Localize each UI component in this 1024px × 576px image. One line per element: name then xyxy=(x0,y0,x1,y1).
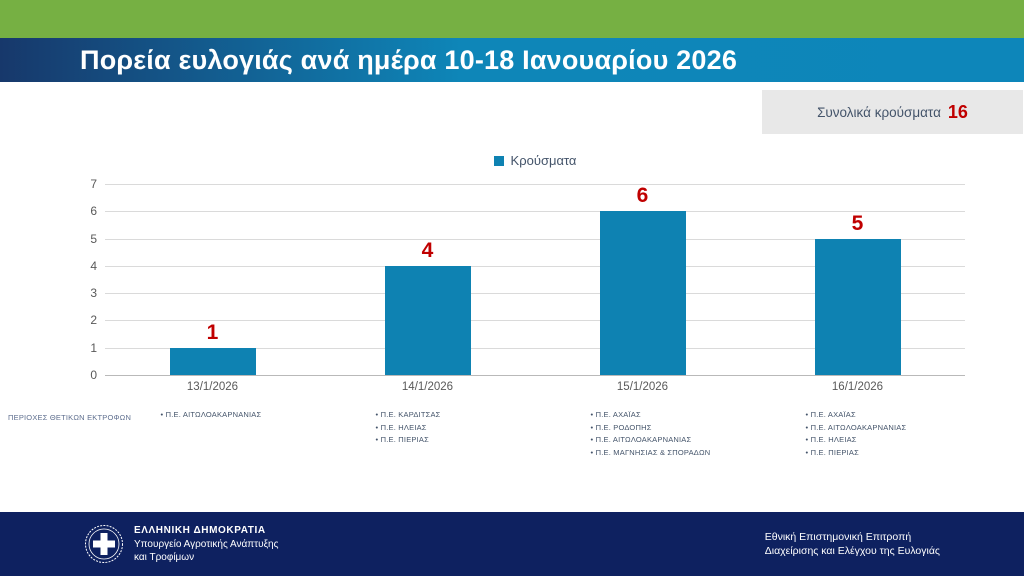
region-list-item: Π.Ε. ΑΙΤΩΛΟΑΚΑΡΝΑΝΙΑΣ xyxy=(806,422,1016,435)
footer-org-line: και Τροφίμων xyxy=(134,552,195,563)
regions-row-label: ΠΕΡΙΟΧΕΣ ΘΕΤΙΚΩΝ ΕΚΤΡΟΦΩΝ xyxy=(8,413,132,422)
header-band: Πορεία ευλογιάς ανά ημέρα 10-18 Ιανουαρί… xyxy=(0,38,1024,82)
region-list-item: Π.Ε. ΠΙΕΡΙΑΣ xyxy=(806,447,1016,460)
gridline xyxy=(105,184,965,185)
bar-value-label: 1 xyxy=(206,320,219,344)
legend-label: Κρούσματα xyxy=(510,153,577,168)
x-axis-line xyxy=(105,375,965,376)
footer-committee-text: Εθνική Επιστημονική Επιτροπή Διαχείρισης… xyxy=(765,530,940,558)
page-title: Πορεία ευλογιάς ανά ημέρα 10-18 Ιανουαρί… xyxy=(80,44,738,75)
region-list: Π.Ε. ΑΧΑΪΑΣΠ.Ε. ΑΙΤΩΛΟΑΚΑΡΝΑΝΙΑΣΠ.Ε. ΗΛΕ… xyxy=(806,409,1016,459)
y-axis-tick-label: 4 xyxy=(90,258,97,273)
chart-legend: Κρούσματα xyxy=(105,153,965,168)
y-axis-tick-label: 2 xyxy=(90,313,97,328)
region-list-item: Π.Ε. ΜΑΓΝΗΣΙΑΣ & ΣΠΟΡΑΔΩΝ xyxy=(591,447,801,460)
x-axis-label: 15/1/2026 xyxy=(616,381,669,393)
footer-org-title: ΕΛΛΗΝΙΚΗ ΔΗΜΟΚΡΑΤΙΑ xyxy=(134,525,266,536)
region-list-item: Π.Ε. ΚΑΡΔΙΤΣΑΣ xyxy=(376,409,586,422)
region-list-item: Π.Ε. ΑΧΑΪΑΣ xyxy=(591,409,801,422)
gridline xyxy=(105,238,965,240)
gridline xyxy=(105,293,965,295)
top-green-strip xyxy=(0,0,1024,38)
hellenic-republic-emblem-icon xyxy=(85,525,123,563)
footer-left-block: ΕΛΛΗΝΙΚΗ ΔΗΜΟΚΡΑΤΙΑ Υπουργείο Αγροτικής … xyxy=(84,524,278,564)
bar xyxy=(384,265,471,375)
y-axis-tick-label: 5 xyxy=(90,231,97,246)
bar xyxy=(814,238,901,375)
y-axis-tick-label: 1 xyxy=(90,340,97,355)
bar-value-label: 4 xyxy=(421,238,434,262)
bar-value-label: 6 xyxy=(636,184,649,208)
bar xyxy=(599,211,686,375)
footer-committee-line: Εθνική Επιστημονική Επιτροπή xyxy=(764,531,912,543)
y-axis-tick-label: 3 xyxy=(90,286,97,301)
gridline xyxy=(105,320,965,322)
region-list-item: Π.Ε. ΡΟΔΟΠΗΣ xyxy=(591,422,801,435)
region-list-item: Π.Ε. ΗΛΕΙΑΣ xyxy=(806,434,1016,447)
gridline xyxy=(105,265,965,267)
footer-band: ΕΛΛΗΝΙΚΗ ΔΗΜΟΚΡΑΤΙΑ Υπουργείο Αγροτικής … xyxy=(0,512,1024,576)
x-axis-label: 14/1/2026 xyxy=(401,381,454,393)
region-list: Π.Ε. ΚΑΡΔΙΤΣΑΣΠ.Ε. ΗΛΕΙΑΣΠ.Ε. ΠΙΕΡΙΑΣ xyxy=(376,409,586,447)
gridline xyxy=(105,347,965,349)
bar-value-label: 5 xyxy=(851,211,864,235)
legend-swatch-icon xyxy=(493,155,504,166)
total-cases-value: 16 xyxy=(947,101,968,122)
footer-ministry-text: ΕΛΛΗΝΙΚΗ ΔΗΜΟΚΡΑΤΙΑ Υπουργείο Αγροτικής … xyxy=(134,524,278,564)
region-list: Π.Ε. ΑΙΤΩΛΟΑΚΑΡΝΑΝΙΑΣ xyxy=(161,409,371,422)
gridline xyxy=(105,211,965,213)
region-list-item: Π.Ε. ΠΙΕΡΙΑΣ xyxy=(376,434,586,447)
footer-committee-line: Διαχείρισης και Ελέγχου της Ευλογιάς xyxy=(764,545,940,557)
region-list-item: Π.Ε. ΗΛΕΙΑΣ xyxy=(376,422,586,435)
x-axis-label: 13/1/2026 xyxy=(186,381,239,393)
total-cases-box: Συνολικά κρούσματα 16 xyxy=(762,90,1023,134)
bar xyxy=(169,347,256,375)
y-axis-tick-label: 0 xyxy=(90,368,97,382)
region-list-item: Π.Ε. ΑΧΑΪΑΣ xyxy=(806,409,1016,422)
y-axis-tick-label: 6 xyxy=(90,204,97,219)
total-cases-label: Συνολικά κρούσματα xyxy=(817,104,941,120)
region-list-item: Π.Ε. ΑΙΤΩΛΟΑΚΑΡΝΑΝΙΑΣ xyxy=(591,434,801,447)
footer-org-line: Υπουργείο Αγροτικής Ανάπτυξης xyxy=(134,539,279,550)
x-axis-label: 16/1/2026 xyxy=(831,381,884,393)
y-axis-tick-label: 7 xyxy=(90,177,97,191)
region-list: Π.Ε. ΑΧΑΪΑΣΠ.Ε. ΡΟΔΟΠΗΣΠ.Ε. ΑΙΤΩΛΟΑΚΑΡΝΑ… xyxy=(591,409,801,459)
region-list-item: Π.Ε. ΑΙΤΩΛΟΑΚΑΡΝΑΝΙΑΣ xyxy=(161,409,371,422)
